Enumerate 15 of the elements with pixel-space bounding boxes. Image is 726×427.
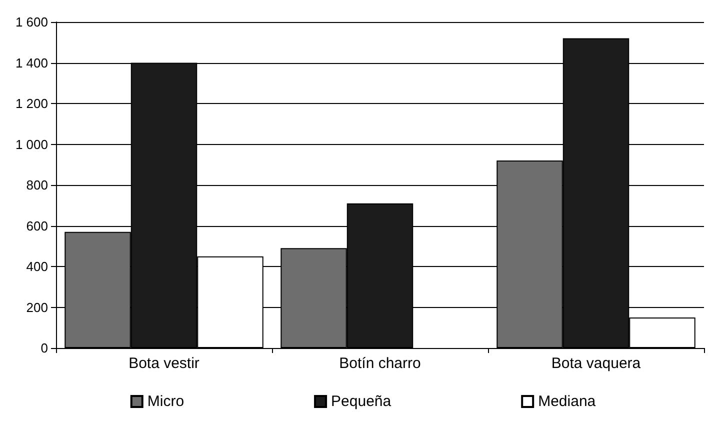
y-tick-label: 1 200 bbox=[15, 96, 48, 111]
y-tick-label: 400 bbox=[26, 259, 48, 274]
y-tick-label: 1 600 bbox=[15, 14, 48, 30]
y-tick-label: 800 bbox=[26, 178, 48, 192]
legend-label: Mediana bbox=[538, 393, 596, 410]
y-tick-label: 0 bbox=[40, 340, 48, 356]
legend-label: Micro bbox=[147, 393, 184, 410]
y-tick-label: 200 bbox=[26, 300, 48, 315]
x-tick-label: Bota vaquera bbox=[551, 355, 642, 372]
x-tick-label: Botín charro bbox=[339, 355, 421, 372]
y-tick-label: 1 400 bbox=[15, 55, 48, 70]
y-tick-label: 1 000 bbox=[15, 136, 48, 152]
y-tick-label: 600 bbox=[26, 218, 48, 234]
x-tick-label: Bota vestir bbox=[128, 355, 200, 372]
legend-label: Pequeña bbox=[331, 393, 392, 410]
